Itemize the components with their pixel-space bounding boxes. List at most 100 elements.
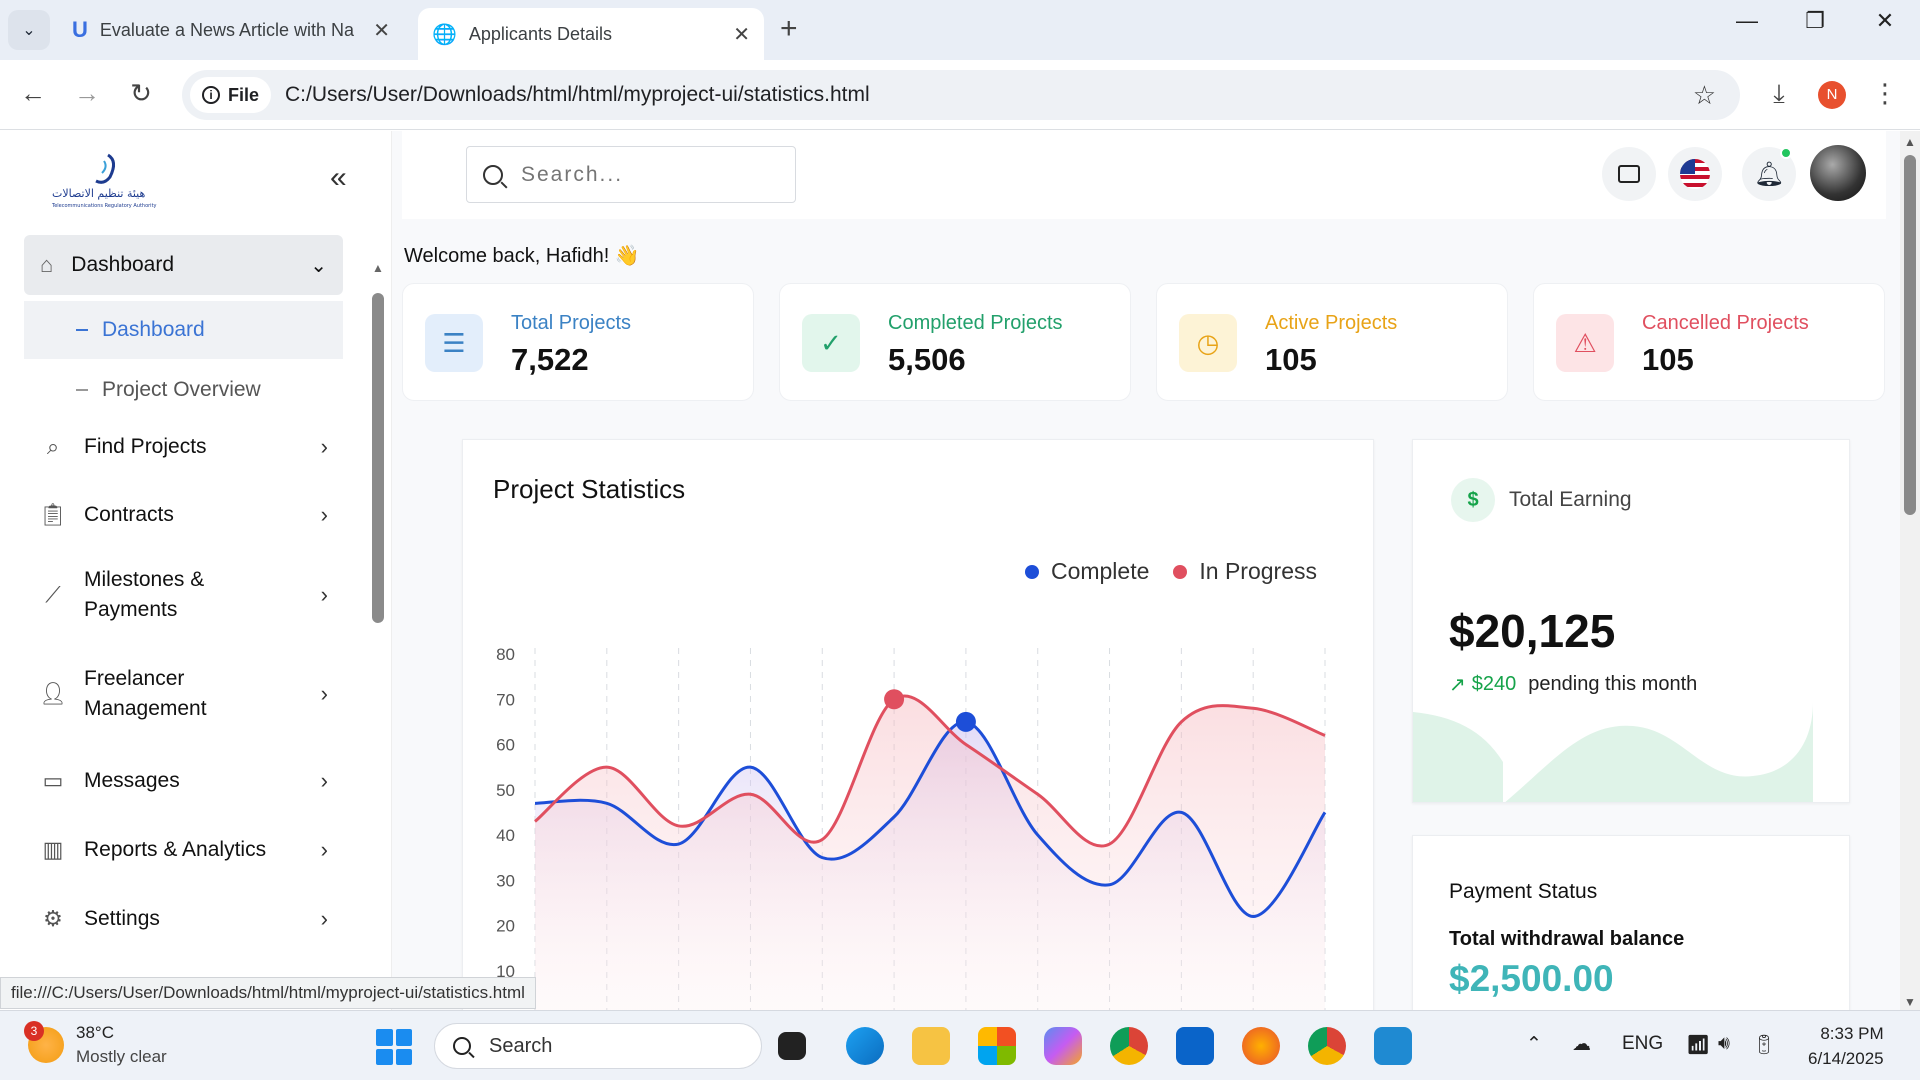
taskbar-search[interactable]: Search <box>434 1023 762 1069</box>
vscode-icon[interactable] <box>1374 1027 1412 1065</box>
chart-title: Project Statistics <box>493 474 686 504</box>
close-icon[interactable]: ✕ <box>373 19 390 42</box>
dash-marker <box>76 389 88 391</box>
dollar-icon: $ <box>1451 478 1495 522</box>
minimize-button[interactable]: — <box>1736 8 1758 33</box>
highlight-point <box>955 711 976 732</box>
legend-item-in-progress[interactable]: In Progress <box>1173 558 1317 585</box>
omnibox[interactable]: i File C:/Users/User/Downloads/html/html… <box>182 70 1740 120</box>
stat-value: 105 <box>1265 342 1317 377</box>
edge-icon[interactable] <box>846 1027 884 1065</box>
chart-legend: Complete In Progress <box>1024 558 1317 585</box>
copilot-icon[interactable] <box>1044 1027 1082 1065</box>
trend-up-icon: ↗ <box>1449 674 1466 696</box>
start-button[interactable] <box>376 1029 412 1065</box>
bar-chart-icon: ▥ <box>42 837 64 862</box>
search-box[interactable] <box>466 146 796 203</box>
y-tick-label: 30 <box>496 871 515 890</box>
series-in-progress-area <box>535 696 1325 1011</box>
checklist-icon: ☰ <box>425 314 483 372</box>
sidebar-item-messages[interactable]: ▭ Messages › <box>38 761 328 801</box>
warning-icon: ⚠ <box>1556 314 1614 372</box>
sidebar-item-settings[interactable]: ⚙ Settings › <box>38 899 328 939</box>
sidebar-item-freelancer-management[interactable]: 👤︎ Freelancer Management › <box>38 662 328 726</box>
profile-avatar[interactable]: N <box>1818 81 1846 109</box>
chrome-profile-icon[interactable] <box>1308 1027 1346 1065</box>
system-clock[interactable]: 8:33 PM 6/14/2025 <box>1808 1021 1884 1071</box>
tray-chevron-icon[interactable]: ⌃ <box>1526 1034 1542 1055</box>
sidebar-scrollbar[interactable]: ▲ <box>372 261 384 1011</box>
store-icon[interactable] <box>978 1027 1016 1065</box>
firefox-icon[interactable] <box>1242 1027 1280 1065</box>
volume-icon[interactable]: 🔊︎ <box>1718 1033 1730 1054</box>
scroll-up-arrow[interactable]: ▲ <box>372 261 384 275</box>
reload-button[interactable]: ↻ <box>130 78 152 108</box>
stat-card-active: ◷ Active Projects 105 <box>1156 283 1508 401</box>
window-close-button[interactable]: ✕ <box>1875 8 1895 33</box>
sidebar-item-label: Settings <box>84 907 160 930</box>
language-indicator[interactable]: ENG <box>1622 1033 1664 1054</box>
main-scrollbar[interactable]: ▲ ▼ <box>1900 131 1920 1011</box>
weather-badge: 3 <box>24 1021 44 1041</box>
y-tick-label: 40 <box>496 826 515 845</box>
back-button[interactable]: ← <box>20 78 46 108</box>
taskview-icon[interactable] <box>778 1032 806 1060</box>
windows-taskbar: 3 38°C Mostly clear Search ⌃ ☁ ENG 📶︎ 🔊︎… <box>0 1010 1920 1080</box>
earning-wave-graphic <box>1413 702 1813 802</box>
url-scheme: File <box>228 84 260 105</box>
battery-icon[interactable]: 🔋︎ <box>1752 1035 1777 1056</box>
bookmark-star-icon[interactable]: ☆ <box>1692 80 1716 110</box>
menu-dots-icon[interactable]: ⋮ <box>1872 78 1898 108</box>
sidebar-item-label: Freelancer Management <box>84 667 207 720</box>
chevron-right-icon: › <box>320 434 328 459</box>
sidebar-item-dashboard[interactable]: ⌂ Dashboard ⌄ <box>24 235 343 295</box>
chevron-down-icon: ⌄ <box>22 22 36 39</box>
address-bar-row: ← → ↻ i File C:/Users/User/Downloads/htm… <box>0 60 1920 130</box>
url-text[interactable]: C:/Users/User/Downloads/html/html/myproj… <box>285 83 870 106</box>
sidebar-item-label: Contracts <box>84 503 174 526</box>
chrome-icon[interactable] <box>1110 1027 1148 1065</box>
notifications-button[interactable]: 🔔︎ <box>1742 147 1796 201</box>
close-icon[interactable]: ✕ <box>733 23 750 46</box>
screen-toggle-button[interactable] <box>1602 147 1656 201</box>
info-icon: i <box>202 86 220 104</box>
language-button[interactable] <box>1668 147 1722 201</box>
forward-button[interactable]: → <box>74 78 100 108</box>
search-input[interactable] <box>521 162 771 187</box>
payment-status-card: Payment Status Total withdrawal balance … <box>1412 835 1850 1011</box>
wifi-icon[interactable]: 📶︎ <box>1686 1035 1711 1056</box>
sidebar-subitem-project-overview[interactable]: Project Overview <box>24 361 343 419</box>
chart-line-icon: ⟋ <box>45 582 61 607</box>
sidebar-subitem-dashboard[interactable]: Dashboard <box>24 301 343 359</box>
sidebar-item-contracts[interactable]: 📋︎ Contracts › <box>38 495 328 535</box>
scroll-down-arrow[interactable]: ▼ <box>1904 995 1916 1009</box>
sidebar-item-find-projects[interactable]: ⌕ Find Projects › <box>38 427 328 467</box>
browser-tab-bar: ⌄ U Evaluate a News Article with Na ✕ 🌐 … <box>0 0 1920 60</box>
sidebar-item-reports[interactable]: ▥ Reports & Analytics › <box>38 830 328 870</box>
tab-evaluate-article[interactable]: U Evaluate a News Article with Na ✕ <box>58 8 404 52</box>
sidebar-item-milestones[interactable]: ⟋ Milestones & Payments › <box>38 563 328 627</box>
outlook-icon[interactable] <box>1176 1027 1214 1065</box>
chevron-right-icon: › <box>320 502 328 527</box>
scroll-thumb[interactable] <box>1904 155 1916 515</box>
scroll-thumb[interactable] <box>372 293 384 623</box>
weather-widget[interactable]: 3 38°C Mostly clear <box>24 1021 167 1069</box>
tab-search-button[interactable]: ⌄ <box>8 10 50 50</box>
tab-applicants-details[interactable]: 🌐 Applicants Details ✕ <box>418 8 764 60</box>
collapse-sidebar-button[interactable]: « <box>330 161 347 194</box>
scroll-up-arrow[interactable]: ▲ <box>1904 135 1916 149</box>
restore-button[interactable]: ❐ <box>1805 8 1825 33</box>
legend-item-complete[interactable]: Complete <box>1024 558 1149 585</box>
tra-logo: هيئة تنظيم الاتصالات Telecommunications … <box>51 153 157 209</box>
weather-condition: Mostly clear <box>76 1047 167 1066</box>
onedrive-icon[interactable]: ☁ <box>1572 1034 1591 1055</box>
new-tab-button[interactable]: + <box>780 12 798 45</box>
download-icon[interactable]: ⤓ <box>1773 78 1785 108</box>
udacity-icon: U <box>72 17 88 42</box>
search-icon: ⌕ <box>46 434 60 459</box>
chevron-right-icon: › <box>320 768 328 793</box>
file-explorer-icon[interactable] <box>912 1027 950 1065</box>
user-icon: 👤︎ <box>39 681 67 706</box>
user-avatar[interactable] <box>1810 145 1866 201</box>
site-info-chip[interactable]: i File <box>190 77 272 113</box>
